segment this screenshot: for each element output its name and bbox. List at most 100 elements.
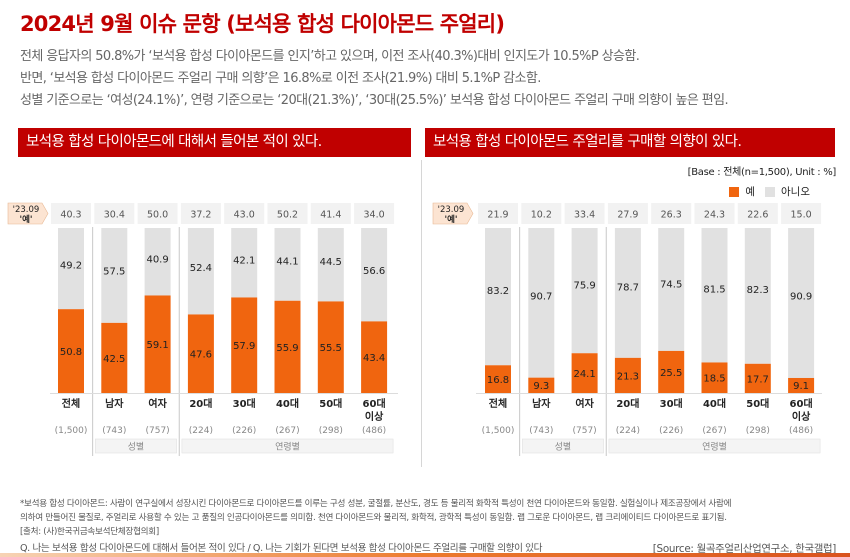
chart-1-bar-yes bbox=[144, 295, 171, 393]
chart-1-label-yes: 47.6 bbox=[190, 350, 212, 361]
chart-2-label-yes: 25.5 bbox=[660, 368, 682, 379]
panel-divider bbox=[421, 160, 422, 467]
chart-1-prev-value: 50.2 bbox=[277, 210, 298, 221]
chart-2-bar-yes bbox=[614, 357, 641, 393]
footnote-source: [출처: (사)한국귀금속보석단체장협의회] bbox=[20, 527, 159, 537]
chart-2-n-label: (486) bbox=[789, 426, 813, 436]
chart-2-category-label: 60대 bbox=[790, 397, 813, 410]
chart-1-category-label: 40대 bbox=[276, 397, 299, 410]
chart-2-bar-no bbox=[744, 228, 771, 364]
chart-1-n-label: (224) bbox=[189, 426, 213, 436]
bottom-accent-bar bbox=[0, 553, 850, 557]
chart-1-bar-no bbox=[317, 228, 344, 302]
chart-2-bar-no bbox=[701, 228, 728, 363]
chart-2-label-no: 82.3 bbox=[747, 285, 769, 296]
chart-1-bar-no bbox=[231, 228, 258, 298]
chart-2-prev-tag-line-2: '예' bbox=[444, 214, 457, 225]
chart-2-category-label: 전체 bbox=[489, 397, 507, 410]
chart-1-n-label: (226) bbox=[232, 426, 256, 436]
chart-2-bar-no bbox=[485, 228, 511, 366]
chart-2-n-label: (224) bbox=[616, 426, 640, 436]
chart-2-category-label: 40대 bbox=[703, 397, 726, 410]
chart-1-category-label: 30대 bbox=[233, 397, 256, 410]
chart-2-prev-cell bbox=[651, 203, 692, 224]
legend-item-no: 아니오 bbox=[765, 184, 810, 199]
chart-1-category-label: 전체 bbox=[62, 397, 80, 410]
chart-1-prev-value: 41.4 bbox=[320, 210, 341, 221]
chart-1-prev-value: 43.0 bbox=[234, 210, 255, 221]
footnote-line-1: *보석용 합성 다이아몬드: 사람이 연구실에서 성장시킨 다이아몬드로 다이아… bbox=[20, 499, 732, 509]
summary-line-3: 성별 기준으로는 ‘여성(24.1%)’, 연령 기준으로는 ‘20대(21.3… bbox=[20, 93, 729, 108]
chart-2-label-no: 90.9 bbox=[790, 291, 812, 302]
chart-1-bar-yes bbox=[274, 300, 301, 393]
summary-line-1: 전체 응답자의 50.8%가 ‘보석용 합성 다이아몬드를 인지’하고 있으며,… bbox=[20, 49, 640, 64]
chart-1-label-yes: 57.9 bbox=[233, 341, 255, 352]
chart-2-category-label: 남자 bbox=[532, 397, 551, 410]
chart-1-prev-cell bbox=[137, 203, 178, 224]
chart-1-label-no: 42.1 bbox=[233, 255, 255, 266]
chart-1-prev-cell bbox=[51, 203, 91, 224]
legend-swatch-yes bbox=[729, 186, 740, 197]
chart-2-label-no: 78.7 bbox=[617, 282, 639, 293]
chart-2-prev-value: 26.3 bbox=[661, 210, 682, 221]
chart-2-category-label: 20대 bbox=[616, 397, 639, 410]
chart-2-bar-yes bbox=[744, 363, 771, 393]
chart-2-label-yes: 17.7 bbox=[747, 374, 769, 385]
chart-2-bar-no bbox=[788, 228, 815, 378]
chart-1-group-box-age bbox=[181, 438, 394, 454]
chart-2-n-label: (267) bbox=[702, 426, 726, 436]
chart-2-prev-cell bbox=[521, 203, 562, 224]
chart-2-group-label-gender: 성별 bbox=[555, 442, 572, 453]
chart-1-prev-value: 37.2 bbox=[190, 210, 211, 221]
chart-2-prev-cell bbox=[694, 203, 735, 224]
chart-2-bar-yes bbox=[485, 365, 511, 393]
chart-2-label-no: 90.7 bbox=[530, 291, 552, 302]
chart-2-group-box-gender bbox=[521, 438, 604, 454]
summary-line-2: 반면, ‘보석용 합성 다이아몬드 주얼리 구매 의향’은 16.8%로 이전 … bbox=[20, 71, 541, 86]
chart-1-category-label: 60대 bbox=[363, 397, 386, 410]
footnote-line-2: 의하여 만들어진 물질로, 주얼리로 사용할 수 있는 고 품질의 인공다이아몬… bbox=[20, 513, 727, 523]
chart-2-prev-tag-badge bbox=[432, 202, 474, 225]
chart-1-bar-no bbox=[361, 228, 388, 322]
chart-2-label-yes: 9.3 bbox=[533, 381, 549, 392]
chart-2-category-label: 50대 bbox=[746, 397, 769, 410]
chart-2-bar-yes bbox=[528, 377, 555, 393]
chart-2-prev-value: 15.0 bbox=[791, 210, 812, 221]
chart-1-n-label: (1,500) bbox=[55, 426, 88, 436]
chart-1-label-yes: 42.5 bbox=[103, 354, 125, 365]
chart-2-prev-value: 33.4 bbox=[574, 210, 595, 221]
chart-2-n-label: (298) bbox=[746, 426, 770, 436]
chart-2-group-box-age bbox=[608, 438, 821, 454]
chart-1-label-no: 57.5 bbox=[103, 267, 125, 278]
chart-2-label-no: 81.5 bbox=[703, 285, 725, 296]
chart-1-prev-cell bbox=[267, 203, 308, 224]
chart-2-prev-value: 21.9 bbox=[487, 210, 508, 221]
chart-1-label-no: 56.6 bbox=[363, 266, 385, 277]
page-title: 2024년 9월 이슈 문항 (보석용 합성 다이아몬드 주얼리) bbox=[20, 12, 505, 36]
chart-1-group-label-age: 연령별 bbox=[275, 441, 300, 453]
chart-2-prev-cell bbox=[781, 203, 822, 224]
chart-1-bar-no bbox=[58, 228, 84, 310]
chart-1-label-no: 44.1 bbox=[276, 257, 298, 268]
chart-2-prev-cell bbox=[478, 203, 518, 224]
chart-2-prev-cell bbox=[564, 203, 605, 224]
chart-1-bar-no bbox=[101, 228, 128, 323]
chart-2-group-label-age: 연령별 bbox=[702, 441, 727, 453]
chart-2-category-label: 30대 bbox=[660, 397, 683, 410]
legend-swatch-no bbox=[765, 186, 776, 197]
chart-2-label-yes: 9.1 bbox=[793, 381, 809, 392]
chart-1-bar-yes bbox=[361, 321, 388, 393]
chart-1-prev-value: 50.0 bbox=[147, 210, 168, 221]
chart-1-label-yes: 55.9 bbox=[276, 343, 298, 354]
chart-1-bar-yes bbox=[58, 309, 84, 393]
chart-1-group-label-gender: 성별 bbox=[128, 442, 145, 453]
chart-1-n-label: (267) bbox=[275, 426, 299, 436]
chart-2-bar-no bbox=[528, 228, 555, 378]
legend-label-no: 아니오 bbox=[781, 186, 810, 198]
chart-2-prev-cell bbox=[737, 203, 778, 224]
chart-1-prev-value: 34.0 bbox=[364, 210, 385, 221]
chart-2-bar-yes bbox=[701, 362, 728, 393]
legend-item-yes: 예 bbox=[729, 184, 755, 199]
chart-1-n-label: (743) bbox=[102, 426, 126, 436]
chart-1-category-label: 20대 bbox=[189, 397, 212, 410]
